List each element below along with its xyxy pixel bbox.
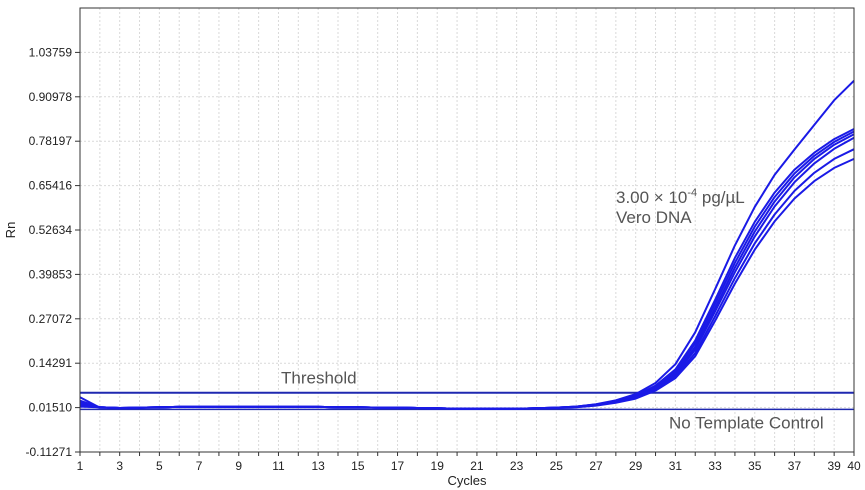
series-group	[79, 79, 855, 410]
x-tick-label: 40	[847, 459, 861, 473]
x-tick-label: 23	[510, 459, 524, 473]
concentration-exponent: -4	[687, 187, 697, 199]
x-tick-label: 31	[669, 459, 683, 473]
x-tick-label: 33	[708, 459, 722, 473]
x-tick-label: 13	[311, 459, 325, 473]
y-tick-label: 0.27072	[29, 312, 73, 326]
x-tick-label: 17	[391, 459, 405, 473]
x-tick-label: 11	[272, 459, 285, 473]
ntc-label: No Template Control	[669, 413, 824, 432]
x-tick-label: 25	[550, 459, 564, 473]
y-tick-label: 0.01510	[29, 401, 73, 415]
y-tick-label: 0.90978	[29, 90, 73, 104]
y-tick-label: -0.11271	[26, 445, 73, 459]
y-tick-label: 0.78197	[29, 134, 73, 148]
y-tick-label: 0.14291	[29, 356, 73, 370]
x-tick-label: 9	[235, 459, 242, 473]
x-tick-label: 35	[748, 459, 762, 473]
y-tick-label: 0.39853	[29, 267, 73, 281]
x-tick-label: 29	[629, 459, 643, 473]
amplification-curve	[79, 79, 855, 410]
x-tick-label: 27	[589, 459, 603, 473]
x-tick-label: 5	[156, 459, 163, 473]
y-tick-label: 1.03759	[29, 45, 73, 59]
y-tick-label: 0.65416	[29, 179, 73, 193]
x-axis-ticks: 1 3 5 7 9 11 13 15 17 19 21 23 25 27 29 31 33 35 37 39 40	[77, 452, 861, 473]
x-tick-label: 19	[431, 459, 445, 473]
x-tick-label: 7	[196, 459, 203, 473]
sample-annotation: Vero DNA	[616, 208, 692, 227]
y-axis-ticks: -0.11271 0.01510 0.14291 0.27072 0.39853 0.52…	[26, 45, 80, 459]
concentration-unit: pg/µL	[697, 188, 745, 207]
y-tick-label: 0.52634	[29, 223, 73, 237]
x-tick-label: 37	[788, 459, 802, 473]
x-tick-label: 1	[77, 459, 84, 473]
x-tick-label: 39	[827, 459, 841, 473]
grid	[79, 8, 855, 453]
amplification-curve	[79, 130, 855, 410]
x-tick-label: 15	[351, 459, 365, 473]
threshold-label: Threshold	[281, 369, 357, 388]
concentration-annotation: 3.00 × 10-4 pg/µL	[616, 187, 745, 207]
x-axis-label: Cycles	[447, 473, 487, 488]
x-tick-label: 21	[470, 459, 484, 473]
amplification-curve	[79, 157, 855, 410]
concentration-base: 3.00 × 10	[616, 188, 687, 207]
x-tick-label: 3	[116, 459, 123, 473]
y-axis-label: Rn	[3, 222, 18, 239]
